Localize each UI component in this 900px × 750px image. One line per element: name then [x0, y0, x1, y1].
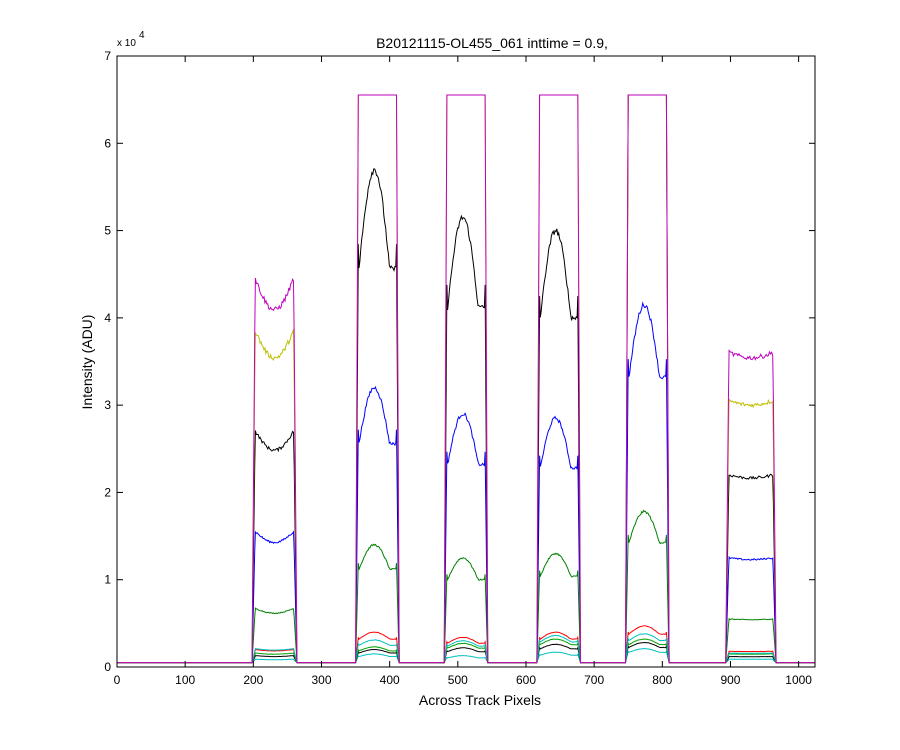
x-tick-label: 500 — [448, 673, 468, 687]
plot-area — [117, 56, 815, 667]
y-tick-label: 4 — [104, 311, 111, 325]
x-tick-label: 300 — [311, 673, 331, 687]
x-axis: 0 100 200 300 400 500 600 700 800 900 1000 — [114, 56, 812, 687]
x-tick-label: 200 — [243, 673, 263, 687]
x-axis-label: Across Track Pixels — [419, 692, 541, 708]
y-axis-label: Intensity (ADU) — [79, 315, 95, 410]
y-tick-label: 7 — [104, 49, 111, 63]
x-tick-label: 700 — [584, 673, 604, 687]
chart-title: B20121115-OL455_061 inttime = 0.9, — [376, 35, 608, 51]
series-layer — [117, 94, 815, 664]
y-tick-label: 2 — [104, 485, 111, 499]
y-axis: 0 1 2 3 4 5 6 7 — [104, 49, 815, 674]
series-line-10 — [117, 94, 815, 664]
x-tick-label: 400 — [380, 673, 400, 687]
y-tick-label: 1 — [104, 573, 111, 587]
y-exponent-label: x 10 — [117, 38, 136, 49]
y-exponent-power: 4 — [139, 30, 145, 41]
x-tick-label: 800 — [652, 673, 672, 687]
y-tick-label: 0 — [104, 660, 111, 674]
x-tick-label: 0 — [114, 673, 121, 687]
y-tick-label: 6 — [104, 136, 111, 150]
x-tick-label: 100 — [175, 673, 195, 687]
x-tick-label: 1000 — [785, 673, 812, 687]
y-tick-label: 3 — [104, 398, 111, 412]
y-tick-label: 5 — [104, 224, 111, 238]
x-tick-label: 600 — [516, 673, 536, 687]
axes-box — [116, 55, 816, 668]
x-tick-label: 900 — [720, 673, 740, 687]
